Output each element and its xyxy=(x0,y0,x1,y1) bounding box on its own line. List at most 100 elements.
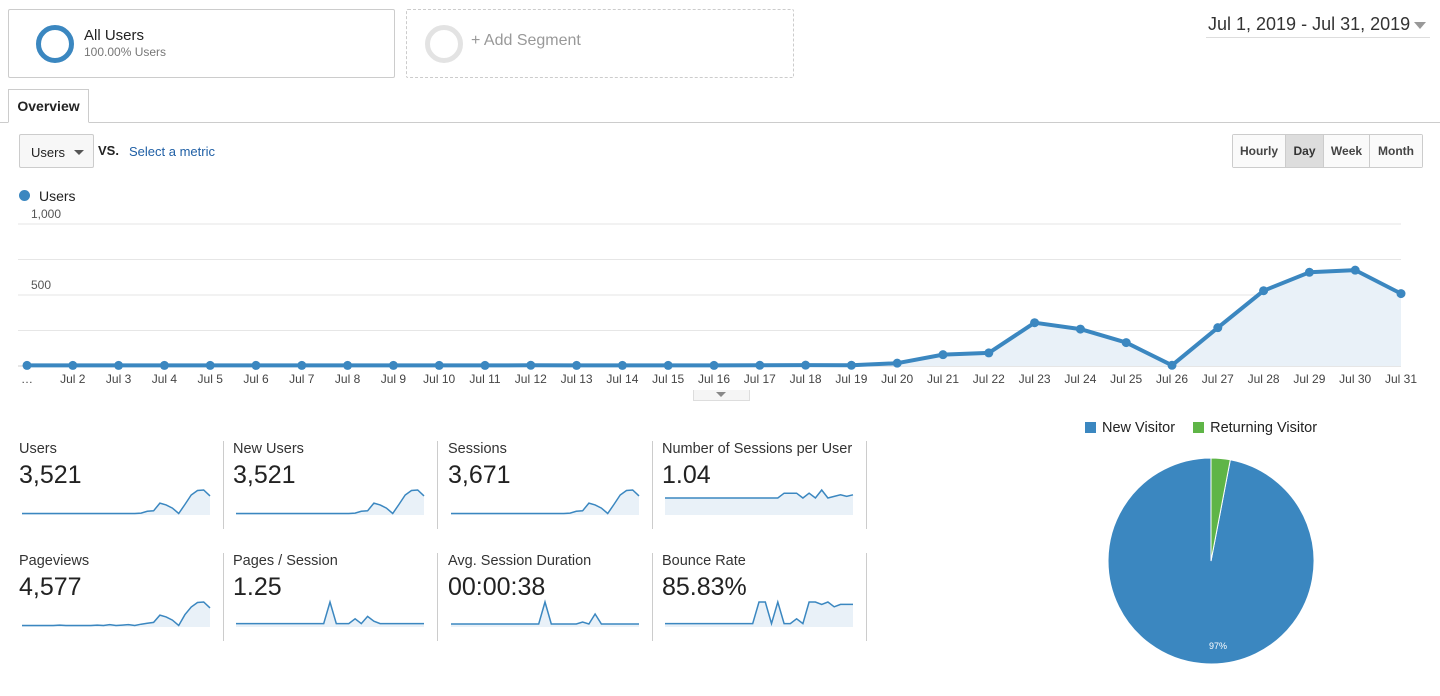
sparkline-area xyxy=(451,490,639,515)
metric-select[interactable]: Users xyxy=(19,134,94,168)
date-dropdown-caret-icon xyxy=(1414,22,1426,29)
sparkline-area xyxy=(22,602,210,627)
x-tick-label: Jul 7 xyxy=(289,372,315,386)
data-point xyxy=(343,360,353,370)
x-tick-label: Jul 3 xyxy=(106,372,132,386)
scorecard-new-users[interactable]: New Users 3,521 xyxy=(233,441,438,529)
sparkline-line xyxy=(236,599,424,625)
pie-legend-label: Returning Visitor xyxy=(1210,420,1318,436)
period-day-button[interactable]: Day xyxy=(1286,135,1324,167)
period-hourly-button[interactable]: Hourly xyxy=(1233,135,1286,167)
scorecard-value: 3,521 xyxy=(19,461,82,489)
chart-collapse-caret-icon xyxy=(716,392,726,397)
x-tick-label: Jul 31 xyxy=(1385,372,1417,386)
sparkline-area xyxy=(236,490,424,515)
data-point xyxy=(1213,323,1223,333)
scorecard-sparkline xyxy=(451,599,639,627)
scorecard-label: Bounce Rate xyxy=(662,553,746,569)
x-tick-label: Jul 24 xyxy=(1064,372,1096,386)
scorecard-value: 4,577 xyxy=(19,573,82,601)
scorecard-value: 1.25 xyxy=(233,573,282,601)
scorecard-sessions[interactable]: Sessions 3,671 xyxy=(448,441,653,529)
data-point xyxy=(709,360,719,370)
x-tick-label: Jul 27 xyxy=(1202,372,1234,386)
x-tick-label: Jul 6 xyxy=(243,372,269,386)
scorecard-sparkline xyxy=(665,599,853,627)
data-point xyxy=(572,360,582,370)
scorecard-sparkline xyxy=(236,599,424,627)
x-tick-label: Jul 16 xyxy=(698,372,730,386)
tab-overview[interactable]: Overview xyxy=(8,89,89,123)
scorecard-value: 00:00:38 xyxy=(448,573,546,601)
scorecard-sessions-per-user[interactable]: Number of Sessions per User 1.04 xyxy=(662,441,867,529)
data-point xyxy=(480,360,490,370)
add-segment-ring-icon xyxy=(425,25,463,63)
period-month-button[interactable]: Month xyxy=(1370,135,1422,167)
scorecard-label: Users xyxy=(19,441,57,457)
sparkline-line xyxy=(665,599,853,627)
date-range-text: Jul 1, 2019 - Jul 31, 2019 xyxy=(1208,14,1411,34)
x-tick-label: Jul 2 xyxy=(60,372,86,386)
chart-collapse-toggle[interactable] xyxy=(693,390,750,401)
scorecard-bounce-rate[interactable]: Bounce Rate 85.83% xyxy=(662,553,867,641)
x-tick-label: Jul 18 xyxy=(790,372,822,386)
x-tick-label: Jul 8 xyxy=(335,372,361,386)
scorecard-pages-per-session[interactable]: Pages / Session 1.25 xyxy=(233,553,438,641)
scorecard-users[interactable]: Users 3,521 xyxy=(19,441,224,529)
metric-select-value: Users xyxy=(31,145,65,160)
add-segment-label: + Add Segment xyxy=(471,32,581,49)
x-tick-label: Jul 15 xyxy=(652,372,684,386)
data-point xyxy=(205,360,215,370)
data-point xyxy=(1075,324,1085,334)
data-point xyxy=(388,360,398,370)
scorecard-value: 85.83% xyxy=(662,573,747,601)
sparkline-area xyxy=(236,602,424,627)
x-tick-label: Jul 23 xyxy=(1019,372,1051,386)
data-point xyxy=(846,360,856,370)
metric-dropdown-caret-icon xyxy=(74,150,84,155)
data-point xyxy=(251,360,261,370)
period-toggle-group: Hourly Day Week Month xyxy=(1232,134,1423,168)
x-tick-label: Jul 14 xyxy=(606,372,638,386)
sparkline-line xyxy=(236,489,425,515)
sparkline-area xyxy=(451,602,639,627)
x-tick-label: Jul 12 xyxy=(515,372,547,386)
data-point xyxy=(159,360,169,370)
scorecard-label: Pages / Session xyxy=(233,553,338,569)
sparkline-line xyxy=(22,489,211,515)
x-tick-label: Jul 29 xyxy=(1293,372,1325,386)
scorecard-sparkline xyxy=(22,601,211,627)
sparkline-line xyxy=(451,489,640,515)
data-point xyxy=(526,360,536,370)
scorecard-avg-session-duration[interactable]: Avg. Session Duration 00:00:38 xyxy=(448,553,653,641)
data-point xyxy=(984,348,994,358)
scorecard-label: Pageviews xyxy=(19,553,90,569)
data-point xyxy=(1121,338,1131,348)
y-tick-label: 1,000 xyxy=(31,207,61,221)
x-tick-label: Jul 11 xyxy=(469,372,500,386)
data-point xyxy=(663,360,673,370)
period-week-button[interactable]: Week xyxy=(1324,135,1370,167)
data-point xyxy=(755,360,765,370)
pie-legend-item-returning: Returning Visitor xyxy=(1193,420,1317,436)
data-point xyxy=(938,350,948,360)
x-tick-label: Jul 4 xyxy=(152,372,178,386)
visitor-type-pie-chart: 97% xyxy=(1107,457,1315,665)
pie-slice-returning-visitor xyxy=(1210,457,1231,562)
scorecard-pageviews[interactable]: Pageviews 4,577 xyxy=(19,553,224,641)
segment-subtitle: 100.00% Users xyxy=(84,45,167,59)
add-segment-button[interactable]: + Add Segment xyxy=(406,9,794,78)
scorecard-sparkline xyxy=(665,488,854,515)
segment-all-users[interactable]: All Users 100.00% Users xyxy=(8,9,395,78)
select-metric-link[interactable]: Select a metric xyxy=(129,144,215,159)
sparkline-area xyxy=(665,602,853,627)
sparkline-line xyxy=(22,601,211,627)
data-point xyxy=(892,358,902,368)
scorecard-value: 1.04 xyxy=(662,461,711,489)
segment-ring-icon xyxy=(36,25,74,63)
date-range-picker[interactable]: Jul 1, 2019 - Jul 31, 2019 xyxy=(1206,12,1430,38)
x-tick-label: Jul 30 xyxy=(1339,372,1371,386)
data-point xyxy=(22,360,32,370)
chart-legend-label: Users xyxy=(39,188,76,204)
data-point xyxy=(297,360,307,370)
